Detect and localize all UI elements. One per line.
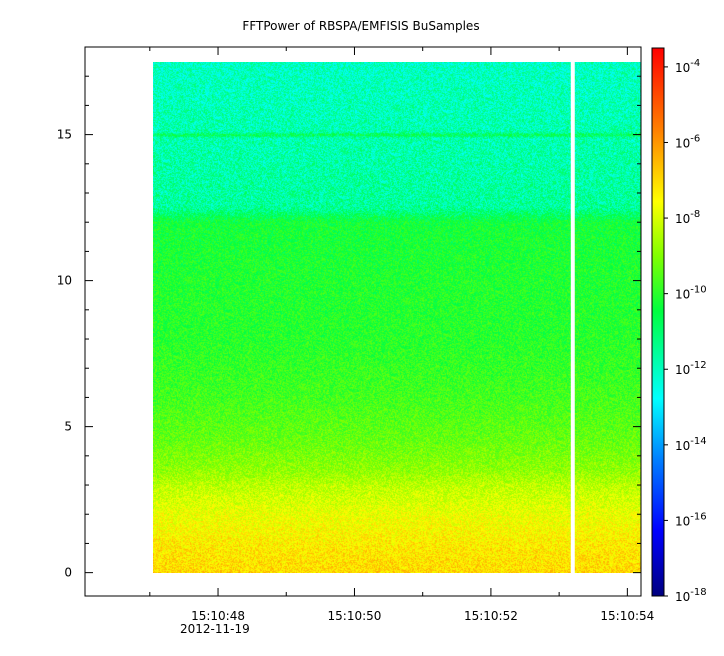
- x-tick-label: 15:10:50: [328, 609, 382, 623]
- x-tick-label: 15:10:48: [191, 609, 245, 623]
- y-axis: 0 5 10 15: [57, 75, 641, 580]
- heatmap-image: [153, 62, 641, 573]
- colorbar-tick-label: 10-12: [675, 360, 707, 377]
- y-tick-label: 0: [64, 566, 72, 580]
- colorbar: [651, 47, 665, 597]
- y-tick-label: 5: [64, 420, 72, 434]
- colorbar-tick-label: 10-4: [675, 58, 700, 75]
- y-tick-label: 15: [57, 128, 72, 142]
- colorbar-tick-label: 10-10: [675, 285, 707, 302]
- chart-title: FFTPower of RBSPA/EMFISIS BuSamples: [242, 19, 479, 33]
- date-label: 2012-11-19: [180, 622, 250, 636]
- colorbar-tick-label: 10-18: [675, 587, 707, 604]
- plot-frame: [84, 46, 642, 597]
- colorbar-tick-label: 10-16: [675, 511, 707, 528]
- x-tick-label: 15:10:52: [464, 609, 518, 623]
- data-gap: [570, 62, 575, 573]
- colorbar-tick-label: 10-8: [675, 209, 700, 226]
- colorbar-tick-label: 10-6: [675, 133, 700, 150]
- x-tick-label: 15:10:54: [600, 609, 654, 623]
- colorbar-ticks: 10-18 10-16 10-14 10-12 10-10 10-8 10-6 10-4: [664, 58, 707, 604]
- x-axis: 15:10:48 15:10:50 15:10:52 15:10:54: [149, 47, 654, 623]
- data-gap-layer: [570, 62, 575, 573]
- y-tick-label: 10: [57, 274, 72, 288]
- colorbar-tick-label: 10-14: [675, 436, 707, 453]
